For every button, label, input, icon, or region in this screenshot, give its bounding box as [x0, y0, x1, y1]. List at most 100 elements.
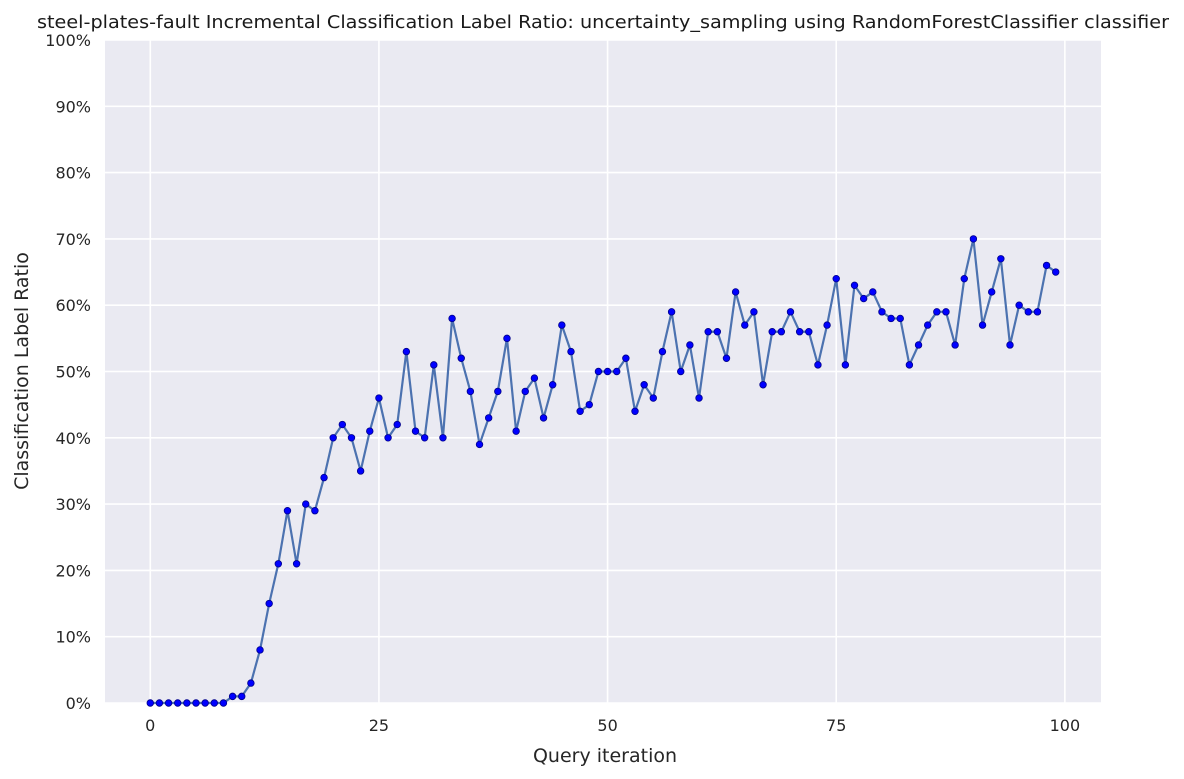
x-tick-label: 25 — [369, 716, 389, 735]
data-point — [951, 341, 959, 349]
data-point — [768, 328, 776, 336]
data-point — [933, 308, 941, 316]
x-tick-label: 50 — [597, 716, 617, 735]
data-point — [649, 394, 658, 402]
data-point — [969, 235, 978, 243]
data-point — [210, 699, 218, 707]
data-point — [375, 394, 383, 402]
data-point — [247, 679, 255, 687]
data-point — [457, 354, 465, 362]
data-point — [658, 347, 667, 356]
data-point — [1015, 301, 1023, 309]
data-point — [677, 367, 685, 376]
data-point — [320, 473, 328, 482]
data-point — [512, 427, 520, 435]
data-point — [219, 699, 228, 707]
data-point — [164, 699, 173, 707]
data-point — [594, 367, 603, 376]
x-tick-label: 75 — [826, 716, 846, 735]
data-point — [1006, 341, 1014, 349]
data-point — [869, 288, 877, 296]
data-point — [238, 692, 246, 701]
y-tick-label: 70% — [55, 230, 91, 249]
data-point — [777, 328, 786, 336]
data-point — [183, 699, 191, 707]
y-tick-label: 100% — [45, 31, 91, 50]
data-point — [1052, 268, 1060, 276]
data-point — [923, 321, 932, 329]
chart-title: steel-plates-fault Incremental Classific… — [37, 12, 1170, 33]
data-point — [466, 387, 475, 396]
data-point — [356, 467, 365, 475]
data-point — [667, 308, 676, 316]
data-point — [722, 354, 731, 362]
y-tick-label: 10% — [55, 628, 91, 647]
data-point — [887, 314, 895, 323]
data-point — [750, 308, 758, 316]
y-tick-label: 60% — [55, 296, 91, 315]
data-point — [265, 599, 273, 608]
data-point — [896, 314, 904, 323]
data-point — [731, 288, 740, 296]
y-tick-labels: 0% 10% 20% 30% 40% 50% 60% 70% 80% 90% 100% — [45, 31, 91, 713]
data-point — [585, 400, 593, 409]
data-point — [823, 321, 831, 329]
data-point — [292, 560, 301, 568]
data-point — [521, 387, 529, 396]
y-tick-label: 30% — [55, 495, 91, 514]
data-point — [914, 341, 923, 349]
data-point — [567, 347, 575, 356]
data-point — [256, 646, 264, 654]
data-point — [1042, 261, 1051, 270]
data-point — [155, 699, 164, 707]
data-point — [759, 381, 767, 389]
y-tick-label: 50% — [55, 363, 91, 382]
data-point — [795, 328, 804, 336]
x-tick-label: 100 — [1050, 716, 1081, 735]
data-point — [146, 699, 154, 707]
y-tick-label: 80% — [55, 164, 91, 183]
data-point — [274, 560, 283, 568]
data-point — [640, 381, 648, 389]
data-point — [201, 699, 209, 707]
data-point — [832, 274, 840, 283]
data-point — [475, 440, 484, 449]
data-point — [713, 328, 722, 336]
data-point — [613, 367, 621, 376]
data-point — [338, 420, 347, 429]
data-point — [329, 434, 337, 442]
data-point — [192, 699, 200, 707]
data-point — [484, 414, 493, 422]
data-point — [942, 308, 950, 316]
data-point — [393, 420, 401, 429]
x-tick-labels: 0 25 50 75 100 — [145, 716, 1080, 735]
data-point — [558, 321, 566, 329]
data-point — [302, 500, 310, 508]
data-point — [439, 434, 447, 442]
data-point — [905, 361, 914, 369]
data-point — [622, 354, 630, 362]
data-point — [704, 328, 712, 336]
data-point — [530, 374, 539, 382]
data-point — [997, 255, 1005, 263]
data-point — [960, 274, 968, 283]
data-point — [859, 294, 868, 303]
data-point — [503, 334, 511, 343]
data-point — [978, 321, 987, 329]
data-point — [631, 407, 639, 415]
data-point — [366, 427, 374, 435]
y-tick-label: 0% — [66, 694, 91, 713]
data-point — [741, 321, 749, 329]
y-tick-label: 20% — [55, 561, 91, 580]
x-tick-label: 0 — [145, 716, 155, 735]
data-point — [878, 308, 886, 316]
series-markers — [146, 235, 1060, 707]
data-point — [814, 361, 822, 369]
data-point — [1033, 308, 1042, 316]
y-axis-label: Classification Label Ratio — [11, 252, 33, 490]
data-point — [695, 394, 703, 402]
x-axis-label: Query iteration — [533, 745, 677, 767]
data-point — [539, 414, 548, 422]
y-tick-label: 90% — [55, 97, 91, 116]
data-point — [174, 699, 182, 707]
